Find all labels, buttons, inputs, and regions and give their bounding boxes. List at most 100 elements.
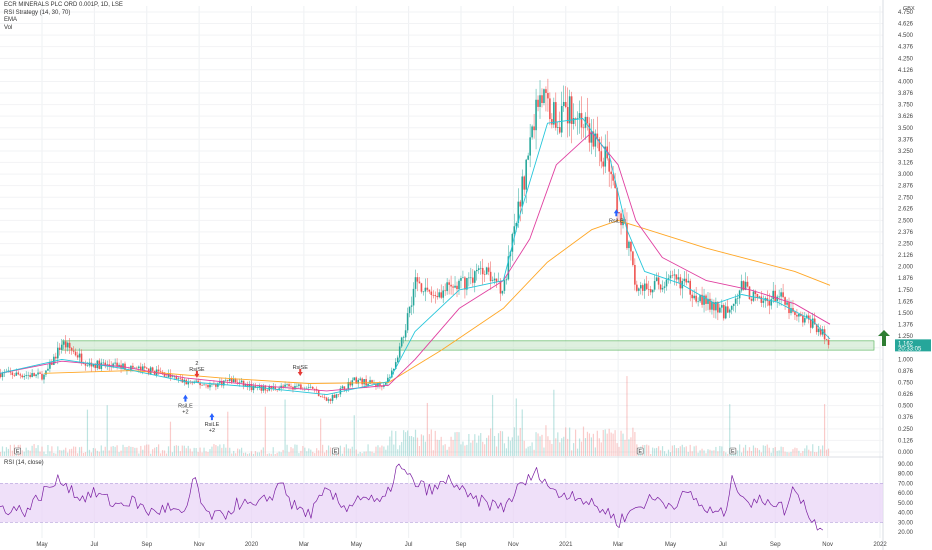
volume-bar [663,451,666,456]
candle-body [570,96,573,124]
price-tick: 2.250 [898,242,914,248]
candle-body [223,380,225,386]
volume-bar [94,448,96,456]
volume-bar [713,450,715,456]
candle-body [483,274,486,275]
volume-bar [600,442,602,456]
candle-body [594,133,597,147]
candle-body [400,337,403,347]
candle-body [620,213,622,226]
candle-body [317,390,320,396]
volume-bar [329,447,332,456]
rsi-axis[interactable]: 90.00 80.00 70.00 60.00 50.00 40.00 30.00 20.00 [898,462,914,536]
volume-bar [96,450,98,456]
strategy-label[interactable]: RSI Strategy (14, 30, 70) [4,9,71,16]
price-tick: 2.000 [898,265,914,271]
price-tick: 1.750 [898,288,914,294]
volume-bar [484,444,486,456]
ema-lines [0,118,831,396]
candle-body [72,350,75,352]
event-box [14,447,21,455]
candle-body [319,395,322,397]
volume-bar [104,446,106,456]
candle-body [539,95,541,107]
volume-bar [810,451,812,456]
rsi-line [0,463,824,531]
price-tick: 4.000 [898,79,914,85]
bar-countdown: 20:33:05 [898,346,922,352]
candle-body [244,384,247,386]
volume-bar [630,437,632,456]
volume-bar [163,450,166,456]
volume-bar [709,449,711,456]
candle-body [736,298,739,299]
volume-bar [69,449,71,456]
ema-label[interactable]: EMA [4,17,18,23]
candle-body [387,377,389,383]
candle-body [187,381,190,385]
candle-body [136,367,138,369]
symbol-title[interactable]: ECR MINERALS PLC ORD 0.001P, 1D, LSE [4,2,123,8]
price-tick: 2.376 [898,230,914,236]
candle-body [175,376,178,380]
volume-bar [531,442,533,456]
candle-body [477,268,480,270]
candle-body [661,287,664,290]
candle-body [728,309,731,313]
volume-bar [825,449,828,456]
volume-bar [73,446,75,456]
volume-bar [596,430,598,456]
volume-bar [452,439,454,456]
time-tick: Nov [508,542,519,548]
candle-body [640,285,642,289]
volume-bar [590,437,592,456]
volume-bar [3,451,6,456]
volume-bar [822,445,824,456]
volume-bar [448,446,450,456]
candle-body [691,294,693,299]
candle-body [632,251,634,266]
volume-bar [359,451,361,456]
candle-body [337,394,340,395]
volume-bar [1,446,4,456]
candle-body [94,364,97,369]
candle-body [288,384,290,387]
volume-bar [274,453,276,456]
volume-bar [673,445,675,456]
volume-bar [602,430,604,456]
candle-body [649,289,652,293]
candle-body [203,384,205,386]
candle-body [707,298,709,304]
candle-body [819,328,822,335]
volume-bar [185,448,187,456]
volume-bar [634,432,636,456]
candle-body [0,373,2,378]
volume-bar [284,399,286,456]
candle-body [68,342,71,349]
time-axis[interactable]: May Jul Sep Nov 2020 Mar May Jul Sep Nov 2021 Mar Ma… [36,542,887,548]
volume-bar [582,426,585,456]
candle-body [430,291,433,295]
volume-label[interactable]: Vol [4,24,13,31]
candle-body [19,374,22,376]
volume-bar [739,444,741,456]
grid-lines [0,0,884,550]
candle-body [375,383,377,387]
volume-bar [262,447,264,456]
candle-body [195,380,197,382]
volume-bar [715,446,717,456]
rsi-legend[interactable]: RSI (14, close) [4,460,44,466]
candle-body [558,127,561,133]
price-axis[interactable]: 4.750 4.626 4.500 4.376 4.250 4.126 4.000 3.876… [898,6,915,456]
candle-body [730,305,733,310]
volume-bar [509,440,511,456]
candle-body [230,378,233,383]
candle-body [106,364,109,366]
volume-bar [241,447,243,456]
price-tick: 3.250 [898,149,914,155]
time-tick: 2022 [873,542,887,548]
event-box [636,447,644,455]
candle-body [655,277,658,282]
